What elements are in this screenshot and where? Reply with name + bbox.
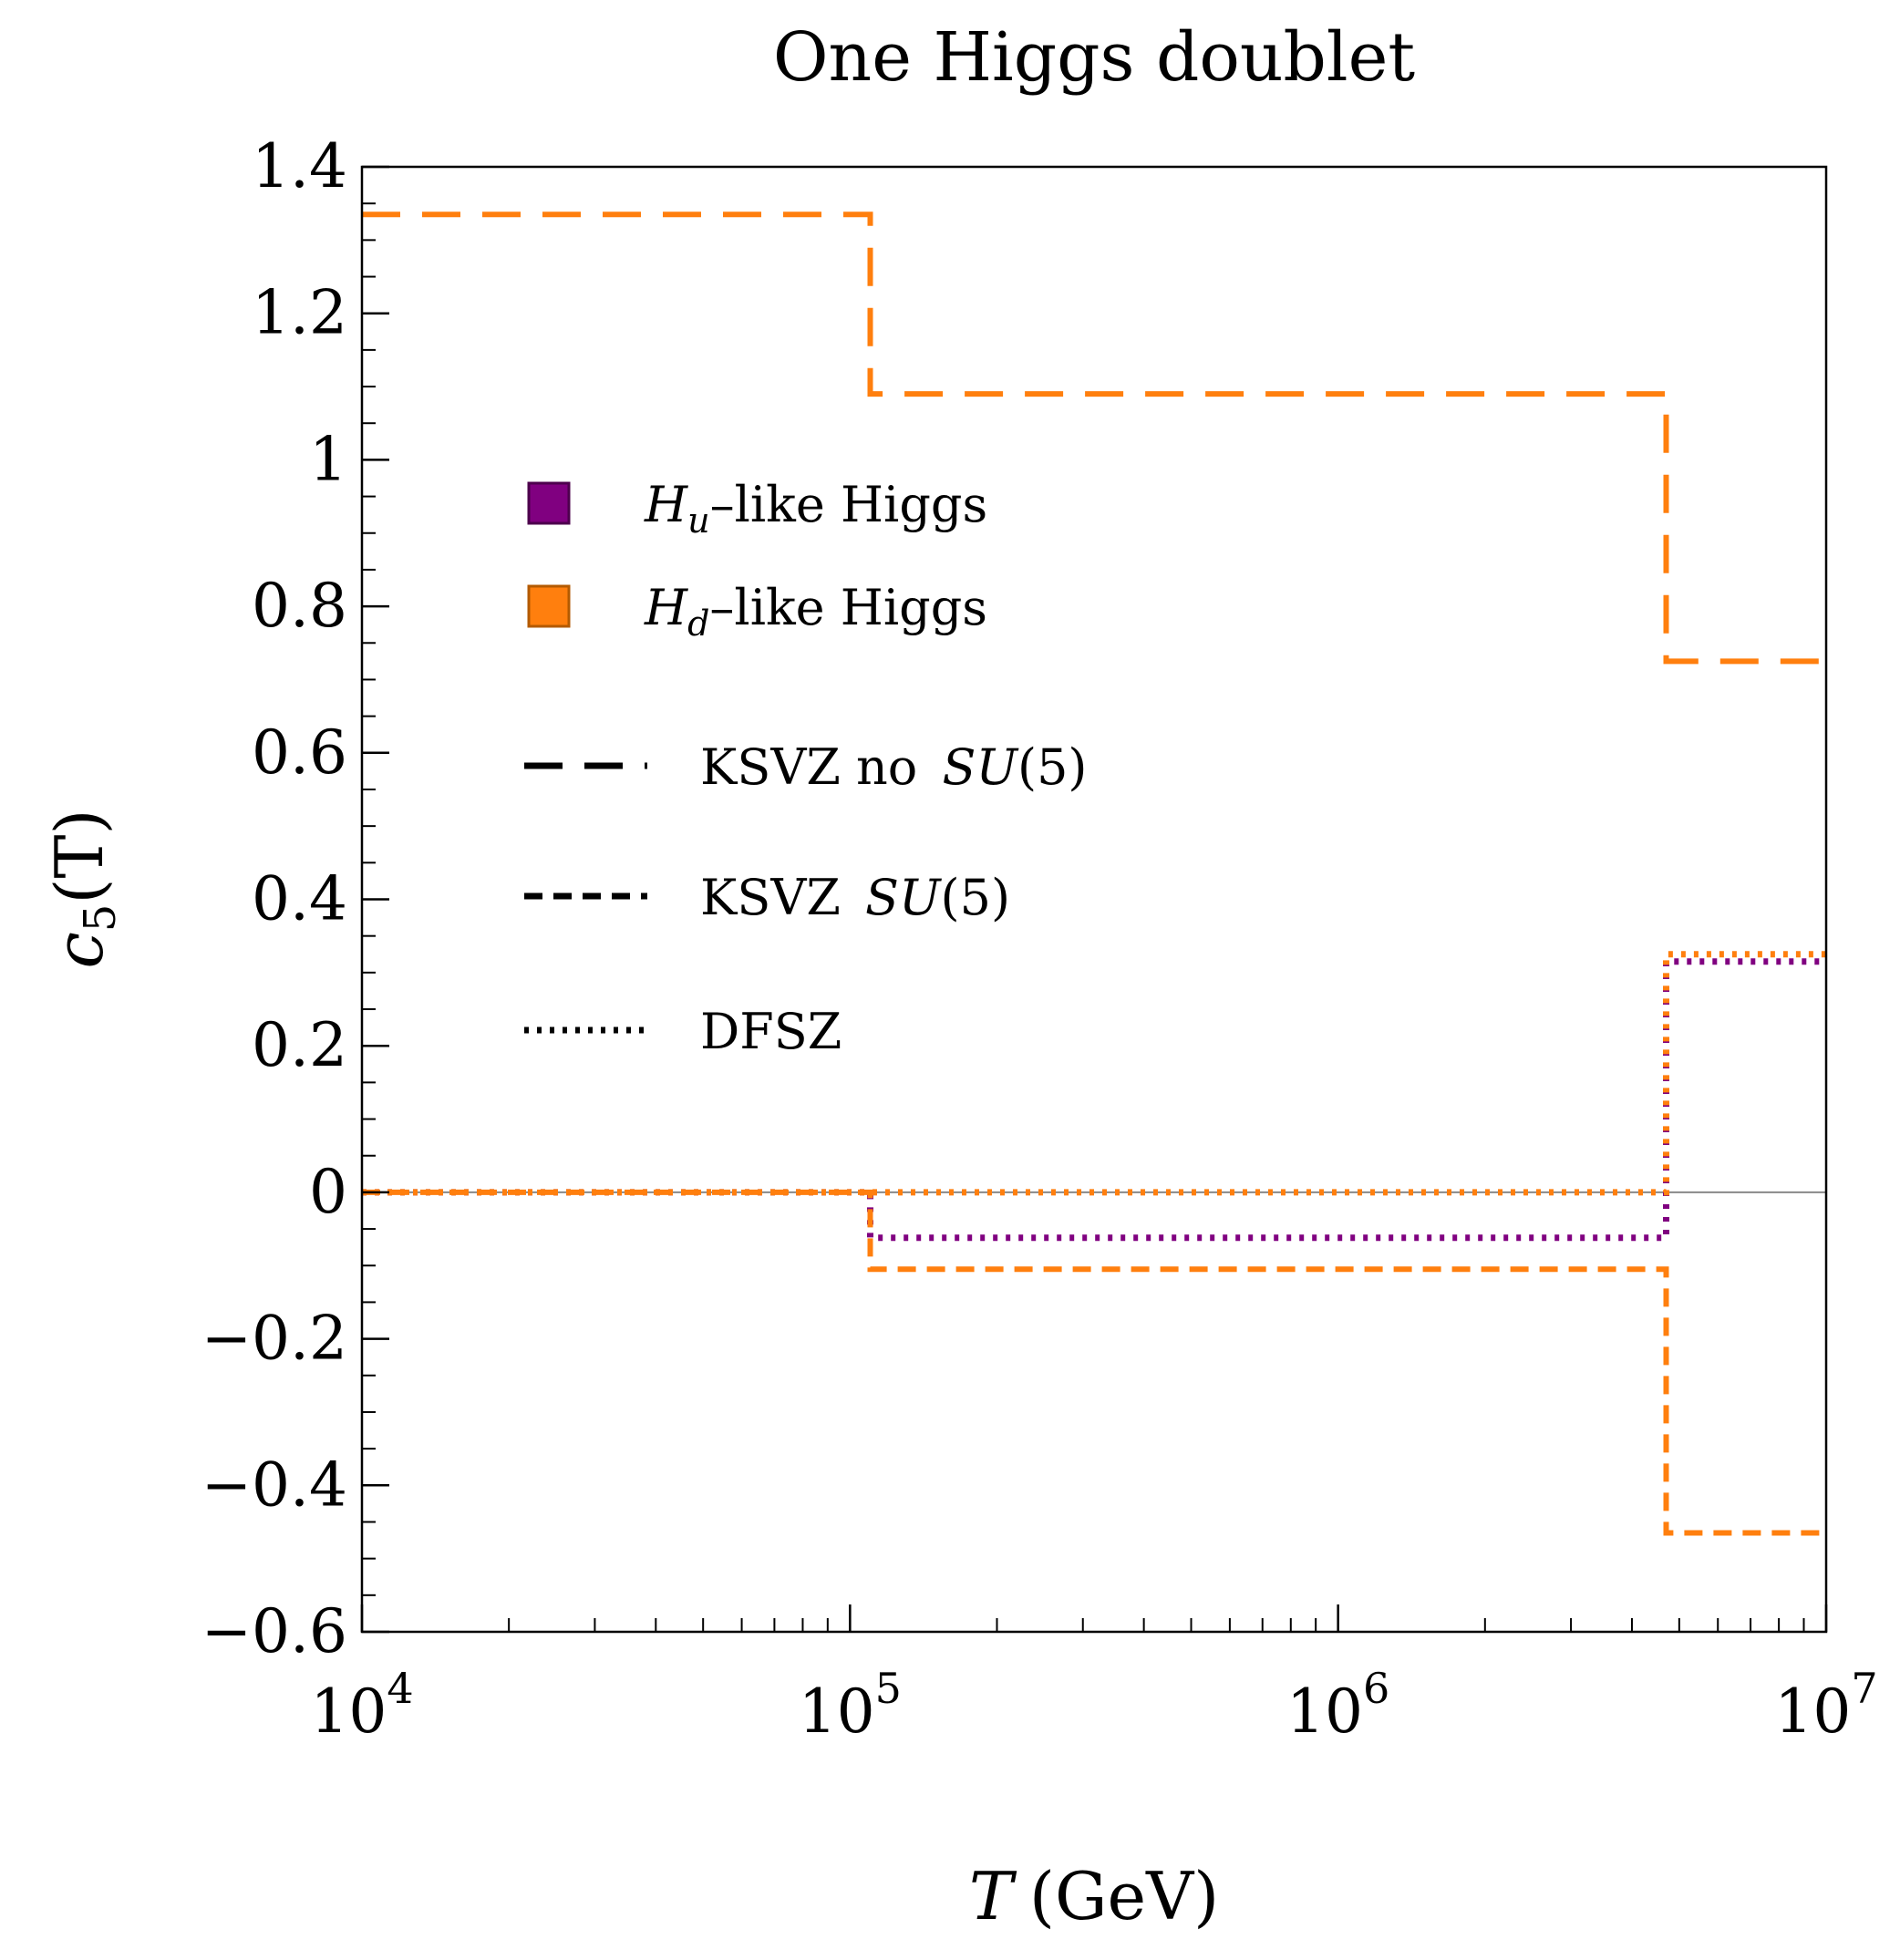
svg-text:T(GeV): T (GeV): [969, 1858, 1219, 1934]
y-tick-label: −0.4: [201, 1449, 347, 1520]
y-tick-label: 0: [309, 1157, 347, 1227]
y-tick-label: −0.2: [201, 1304, 347, 1374]
x-axis-label: T (GeV): [969, 1858, 1219, 1934]
series-line-3: [362, 1189, 1826, 1536]
svg-text:c5(T): c5(T): [41, 809, 126, 968]
legend-label: Hu–like Higgs: [644, 476, 987, 541]
y-tick-label: −0.6: [201, 1596, 347, 1666]
y-tick-label: 1.2: [252, 278, 347, 348]
legend-label: KSVZ no SU(5): [700, 738, 1088, 796]
plot-area: [362, 211, 1826, 1536]
y-tick-label: 1: [309, 424, 347, 494]
y-tick-label: 0.2: [252, 1010, 347, 1080]
y-tick-label: 0.8: [252, 571, 347, 641]
chart-title: One Higgs doublet: [773, 18, 1415, 97]
series-line-2: [362, 951, 1826, 1196]
legend-label: Hd–like Higgs: [644, 579, 987, 644]
x-tick-label: 104: [310, 1664, 413, 1747]
y-tick-label: 0.4: [252, 864, 347, 934]
series-line-1: [362, 958, 1826, 1242]
legend-label: KSVZ SU(5): [700, 869, 1010, 926]
legend-label: DFSZ: [700, 1003, 842, 1060]
plot-frame: [360, 165, 1828, 1634]
series-line-4: [362, 211, 1826, 665]
x-tick-label: 106: [1286, 1664, 1389, 1747]
y-tick-label: 1.4: [252, 131, 347, 201]
y-tick-label: 0.6: [252, 717, 347, 788]
x-tick-label: 105: [799, 1664, 902, 1747]
legend-swatch: [527, 584, 571, 628]
legend: Hu–like Higgs Hd–like Higgs KSVZ no SU(5) K…: [524, 476, 1088, 1060]
y-axis-label: c5(T): [41, 809, 126, 968]
x-tick-label: 107: [1774, 1664, 1877, 1747]
legend-swatch: [527, 481, 571, 525]
